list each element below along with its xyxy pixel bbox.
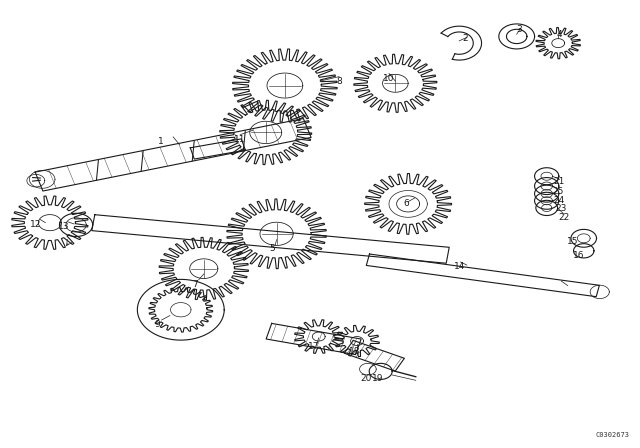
Text: 21: 21 <box>554 177 565 186</box>
Text: 17: 17 <box>308 342 319 351</box>
Polygon shape <box>266 323 361 355</box>
Text: 18: 18 <box>349 347 361 356</box>
Text: 23: 23 <box>556 204 567 213</box>
Text: 6: 6 <box>403 199 409 208</box>
Text: C0302673: C0302673 <box>596 432 630 439</box>
Text: 14: 14 <box>454 262 465 271</box>
Text: 11: 11 <box>234 135 246 144</box>
Polygon shape <box>366 254 600 297</box>
Polygon shape <box>190 139 245 159</box>
Text: 2: 2 <box>463 34 468 43</box>
Text: 5: 5 <box>269 244 275 253</box>
Text: 4: 4 <box>557 30 563 39</box>
Polygon shape <box>344 340 404 371</box>
Text: 13: 13 <box>58 222 69 231</box>
Text: 7: 7 <box>193 280 198 289</box>
Text: 3: 3 <box>516 25 522 34</box>
Text: 1: 1 <box>157 137 163 146</box>
Text: 16: 16 <box>573 251 584 260</box>
Text: 9: 9 <box>154 320 160 329</box>
Text: 22: 22 <box>558 213 570 222</box>
Text: 24: 24 <box>554 196 565 205</box>
Polygon shape <box>92 215 449 263</box>
Text: 19: 19 <box>372 374 383 383</box>
Text: 10: 10 <box>383 74 395 83</box>
Text: 25: 25 <box>552 187 564 196</box>
Text: 8: 8 <box>336 77 342 86</box>
Polygon shape <box>35 119 311 191</box>
Text: 20: 20 <box>360 374 372 383</box>
Text: 15: 15 <box>566 237 578 246</box>
Text: 12: 12 <box>30 220 42 228</box>
